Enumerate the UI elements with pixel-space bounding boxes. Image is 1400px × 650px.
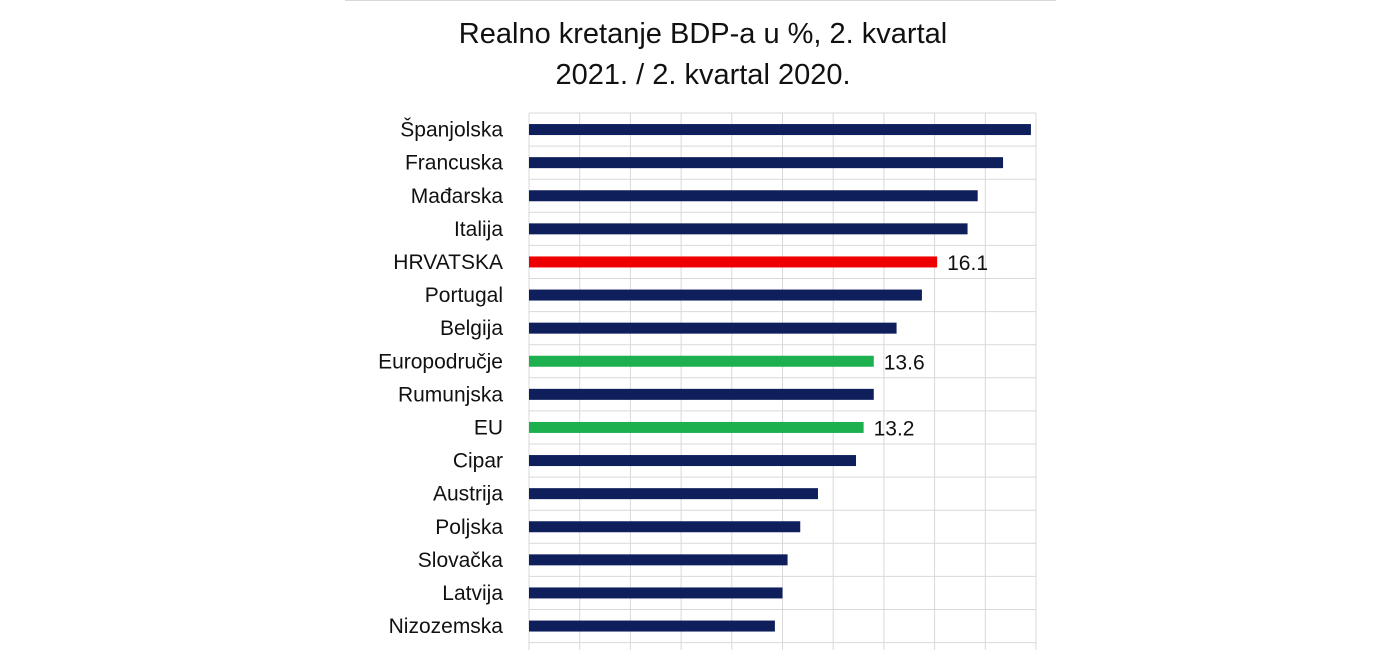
bar-hrvatska (529, 256, 938, 268)
bar-španjolska (529, 124, 1031, 136)
bar-poljska (529, 521, 801, 533)
category-label: Austrija (433, 483, 503, 506)
bar-austrija (529, 488, 818, 500)
category-label: Mađarska (411, 185, 504, 208)
gridlines (528, 112, 1037, 650)
category-label: Španjolska (400, 119, 503, 142)
bar-slovačka (529, 554, 788, 566)
category-label: Belgija (440, 317, 503, 340)
bar-francuska (529, 157, 1004, 169)
bar-cipar (529, 455, 857, 467)
category-label: Latvija (442, 582, 503, 605)
bar-eu (529, 421, 864, 433)
bar-belgija (529, 322, 897, 334)
bar-nizozemska (529, 620, 775, 632)
bar-latvija (529, 587, 783, 599)
data-label: 13.2 (874, 417, 915, 440)
chart-title-line-1: Realno kretanje BDP-a u %, 2. kvartal (459, 18, 947, 50)
category-label: Slovačka (418, 549, 504, 572)
category-label: Italija (454, 218, 503, 241)
bar-rumunjska (529, 388, 874, 400)
data-label: 16.1 (947, 252, 988, 275)
bars: Španjolska Francuska Mađarska Italija HRVATS… (378, 119, 1031, 638)
category-label: Nizozemska (389, 615, 504, 638)
category-label: Francuska (405, 152, 503, 175)
category-label: EU (474, 416, 503, 439)
category-label: Portugal (425, 284, 503, 307)
bar-italija (529, 223, 968, 235)
category-label: Rumunjska (398, 383, 503, 406)
bar-europodručje (529, 355, 874, 367)
chart-title-line-2: 2021. / 2. kvartal 2020. (555, 59, 850, 91)
category-label: Europodručje (378, 350, 503, 373)
bar-mađarska (529, 190, 978, 202)
bar-portugal (529, 289, 922, 301)
category-label: HRVATSKA (393, 251, 503, 274)
category-label: Poljska (435, 516, 503, 539)
data-label: 13.6 (884, 351, 925, 374)
category-label: Cipar (453, 450, 503, 473)
